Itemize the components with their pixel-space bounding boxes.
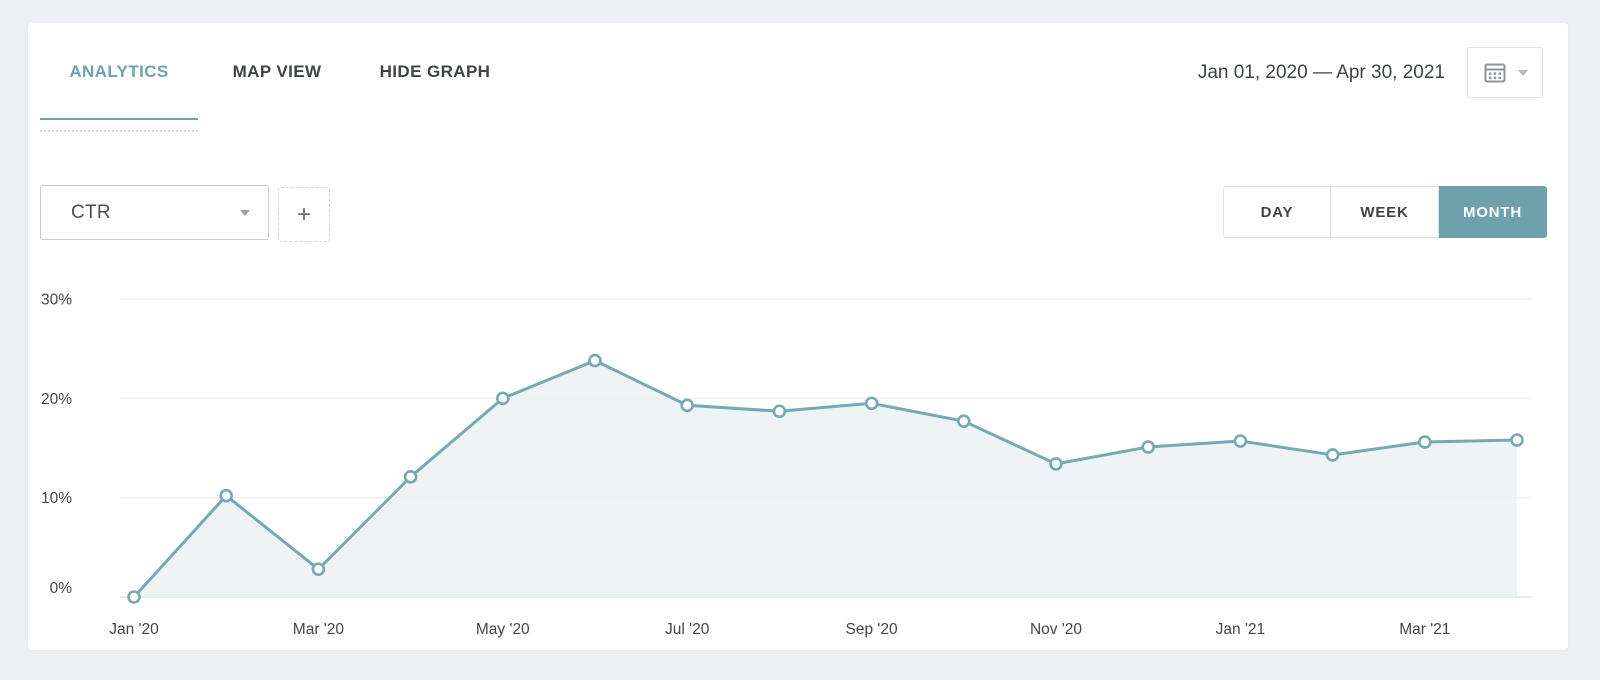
- svg-text:Sep '20: Sep '20: [846, 621, 898, 638]
- tab-hide-graph-label: HIDE GRAPH: [379, 61, 491, 81]
- chevron-down-icon: [240, 209, 250, 216]
- metric-select-value: CTR: [71, 201, 111, 223]
- svg-text:Jul '20: Jul '20: [665, 621, 710, 638]
- active-tab-underline: [40, 118, 198, 120]
- svg-text:30%: 30%: [41, 292, 72, 309]
- tab-hide-graph[interactable]: HIDE GRAPH: [356, 23, 514, 120]
- tab-map-view-label: MAP VIEW: [232, 61, 322, 81]
- granularity-week-button[interactable]: WEEK: [1331, 186, 1439, 238]
- add-metric-button[interactable]: +: [278, 187, 330, 242]
- analytics-card: ANALYTICS MAP VIEW HIDE GRAPH Jan 01, 20…: [28, 23, 1568, 650]
- tab-analytics-label: ANALYTICS: [69, 61, 169, 81]
- metric-select[interactable]: CTR: [40, 185, 269, 240]
- active-tab-dotted-underline: [40, 130, 198, 132]
- granularity-month-button[interactable]: MONTH: [1439, 186, 1547, 238]
- svg-text:0%: 0%: [50, 580, 73, 597]
- ctr-line-chart: 0% 10% 20% 30% Jan '20 Mar '20 May '20 Jul '20 S…: [41, 292, 1532, 638]
- tab-map-view[interactable]: MAP VIEW: [198, 23, 356, 120]
- tab-analytics[interactable]: ANALYTICS: [40, 23, 198, 132]
- svg-text:Jan '21: Jan '21: [1216, 621, 1266, 638]
- svg-text:Mar '20: Mar '20: [293, 621, 345, 638]
- svg-text:20%: 20%: [41, 391, 72, 408]
- granularity-day-button[interactable]: DAY: [1223, 186, 1331, 238]
- tab-bar: ANALYTICS MAP VIEW HIDE GRAPH: [40, 23, 514, 132]
- svg-text:Nov '20: Nov '20: [1030, 621, 1082, 638]
- calendar-icon: [1484, 63, 1506, 82]
- svg-text:Mar '21: Mar '21: [1399, 621, 1450, 638]
- chevron-down-icon: [1518, 69, 1528, 76]
- granularity-toggle: DAY WEEK MONTH: [1223, 186, 1547, 238]
- svg-text:May '20: May '20: [476, 621, 530, 638]
- calendar-button[interactable]: [1467, 47, 1543, 98]
- svg-text:Jan '20: Jan '20: [109, 621, 159, 638]
- date-range-text: Jan 01, 2020 — Apr 30, 2021: [1197, 62, 1445, 83]
- svg-text:10%: 10%: [41, 490, 72, 507]
